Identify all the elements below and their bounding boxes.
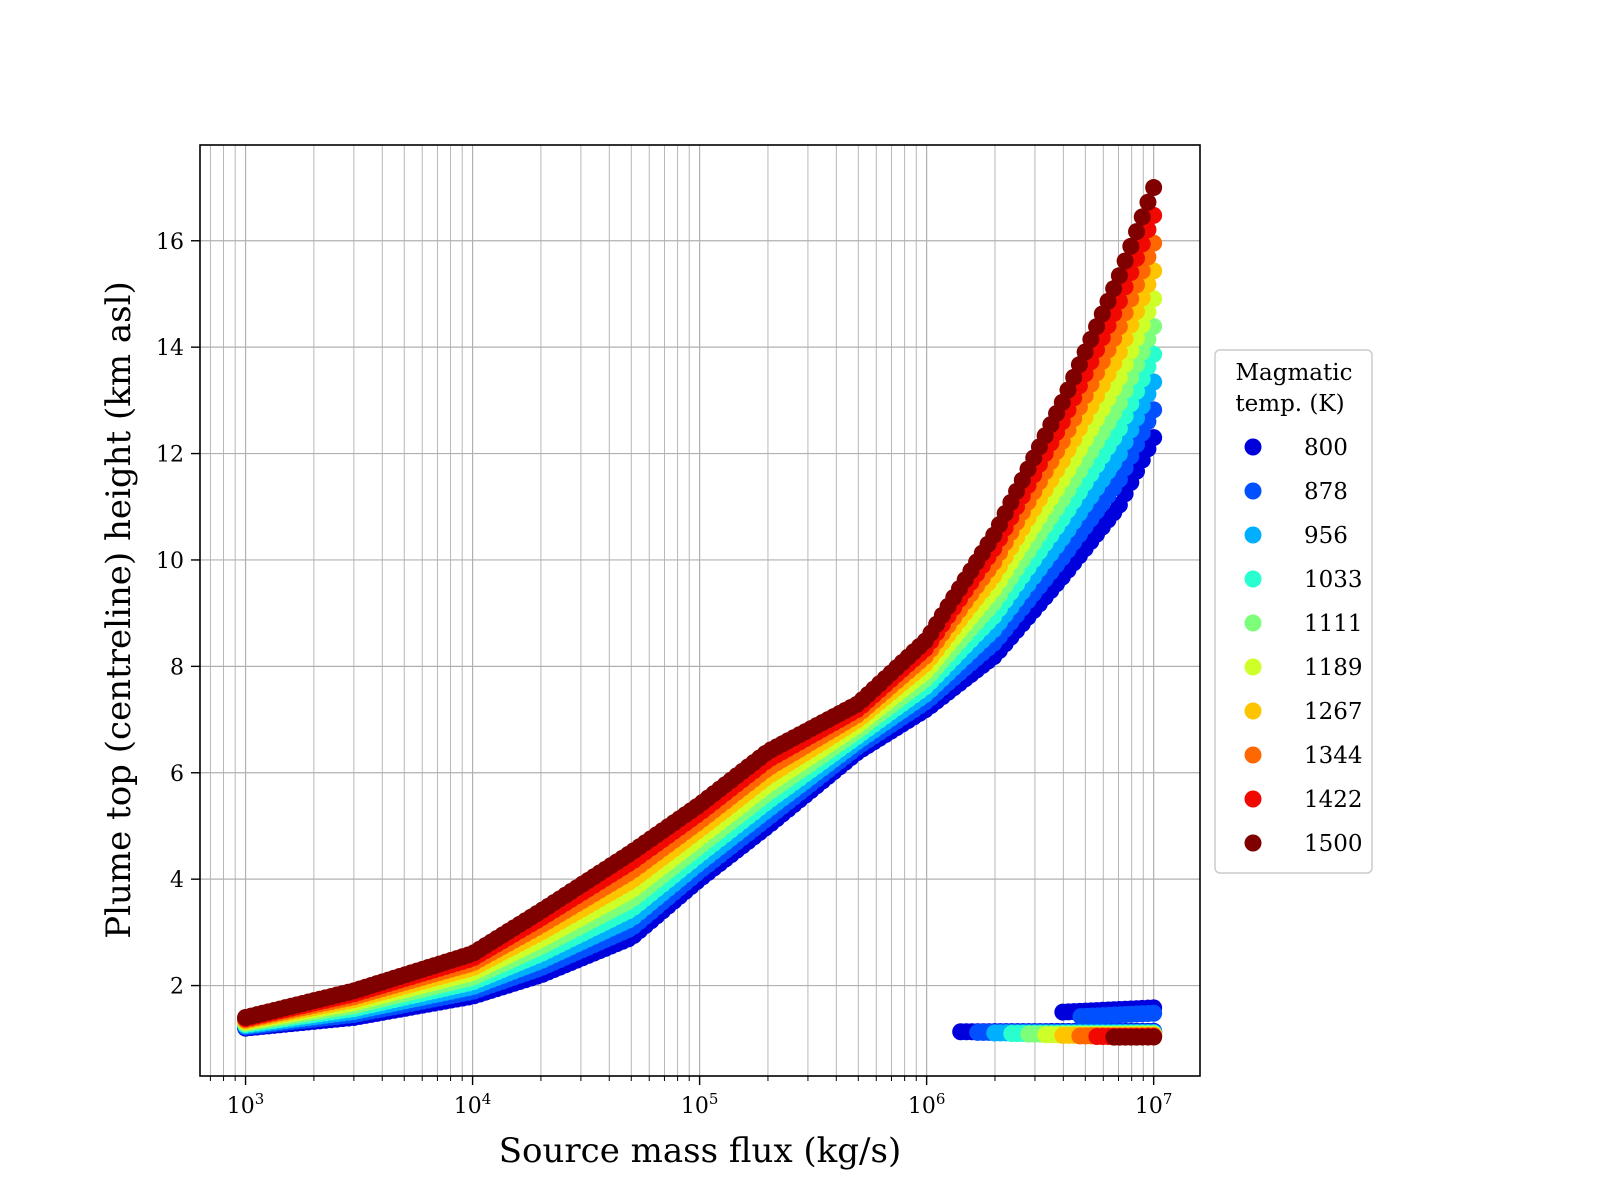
data-point [1128, 223, 1146, 241]
y-tick-label: 16 [156, 230, 184, 255]
legend-label: 1500 [1304, 831, 1363, 857]
x-tick-label: 107 [1135, 1090, 1173, 1119]
series-1500 [237, 179, 1163, 1046]
legend-label: 1111 [1304, 611, 1363, 637]
data-point [1145, 1004, 1163, 1022]
legend-marker [1244, 570, 1262, 588]
x-axis-ticks: 103 104 105 106 107 [209, 1076, 1173, 1119]
data-point [1076, 343, 1094, 361]
data-point [1145, 1028, 1163, 1046]
y-tick-label: 2 [170, 975, 184, 1000]
y-axis-label: Plume top (centreline) height (km asl) [99, 281, 139, 939]
legend-marker [1244, 438, 1262, 456]
y-tick-label: 12 [156, 443, 184, 468]
legend-marker [1244, 658, 1262, 676]
y-tick-label: 14 [156, 336, 184, 361]
data-point [1139, 193, 1157, 211]
legend-marker [1244, 834, 1262, 852]
y-tick-label: 4 [170, 868, 184, 893]
legend-title-line-2: temp. (K) [1235, 391, 1344, 417]
data-point [1116, 252, 1134, 270]
legend: Magmatic temp. (K) 800 878 956 1033 1111 1189… [1214, 349, 1373, 874]
x-tick-label: 103 [227, 1090, 265, 1119]
data-point [1133, 208, 1151, 226]
data-points [237, 179, 1163, 1046]
legend-box [1214, 349, 1373, 874]
legend-marker [1244, 746, 1262, 764]
legend-label: 800 [1304, 435, 1348, 461]
data-point [1110, 267, 1128, 285]
legend-label: 1267 [1304, 699, 1363, 725]
data-point [1122, 237, 1140, 255]
legend-label: 956 [1304, 523, 1348, 549]
legend-title-line-1: Magmatic [1236, 360, 1353, 386]
data-point [1105, 280, 1123, 298]
legend-marker [1244, 790, 1262, 808]
data-point [1088, 318, 1106, 336]
grid [200, 145, 1200, 1076]
legend-label: 1189 [1304, 655, 1363, 681]
data-point [1065, 368, 1083, 386]
data-point [1059, 381, 1077, 399]
legend-marker [1244, 614, 1262, 632]
y-tick-label: 8 [170, 655, 184, 680]
legend-marker [1244, 482, 1262, 500]
y-tick-label: 10 [156, 549, 184, 574]
legend-marker [1244, 702, 1262, 720]
legend-label: 1033 [1304, 567, 1363, 593]
x-axis-label: Source mass flux (kg/s) [499, 1131, 901, 1171]
legend-label: 1344 [1304, 743, 1363, 769]
legend-marker [1244, 526, 1262, 544]
data-point [1070, 356, 1088, 374]
data-point [1082, 330, 1100, 348]
x-tick-label: 106 [908, 1090, 946, 1119]
x-tick-label: 104 [454, 1090, 492, 1119]
x-tick-label: 105 [681, 1090, 719, 1119]
legend-label: 878 [1304, 479, 1348, 505]
legend-items: 800 878 956 1033 1111 1189 1267 1344 1422 1500 [1244, 435, 1363, 857]
y-axis-ticks: 2 4 6 8 10 12 14 16 [156, 230, 200, 1000]
data-point [1145, 179, 1163, 197]
data-point [1093, 305, 1111, 323]
y-tick-label: 6 [170, 762, 184, 787]
data-point [1099, 292, 1117, 310]
legend-label: 1422 [1304, 787, 1363, 813]
